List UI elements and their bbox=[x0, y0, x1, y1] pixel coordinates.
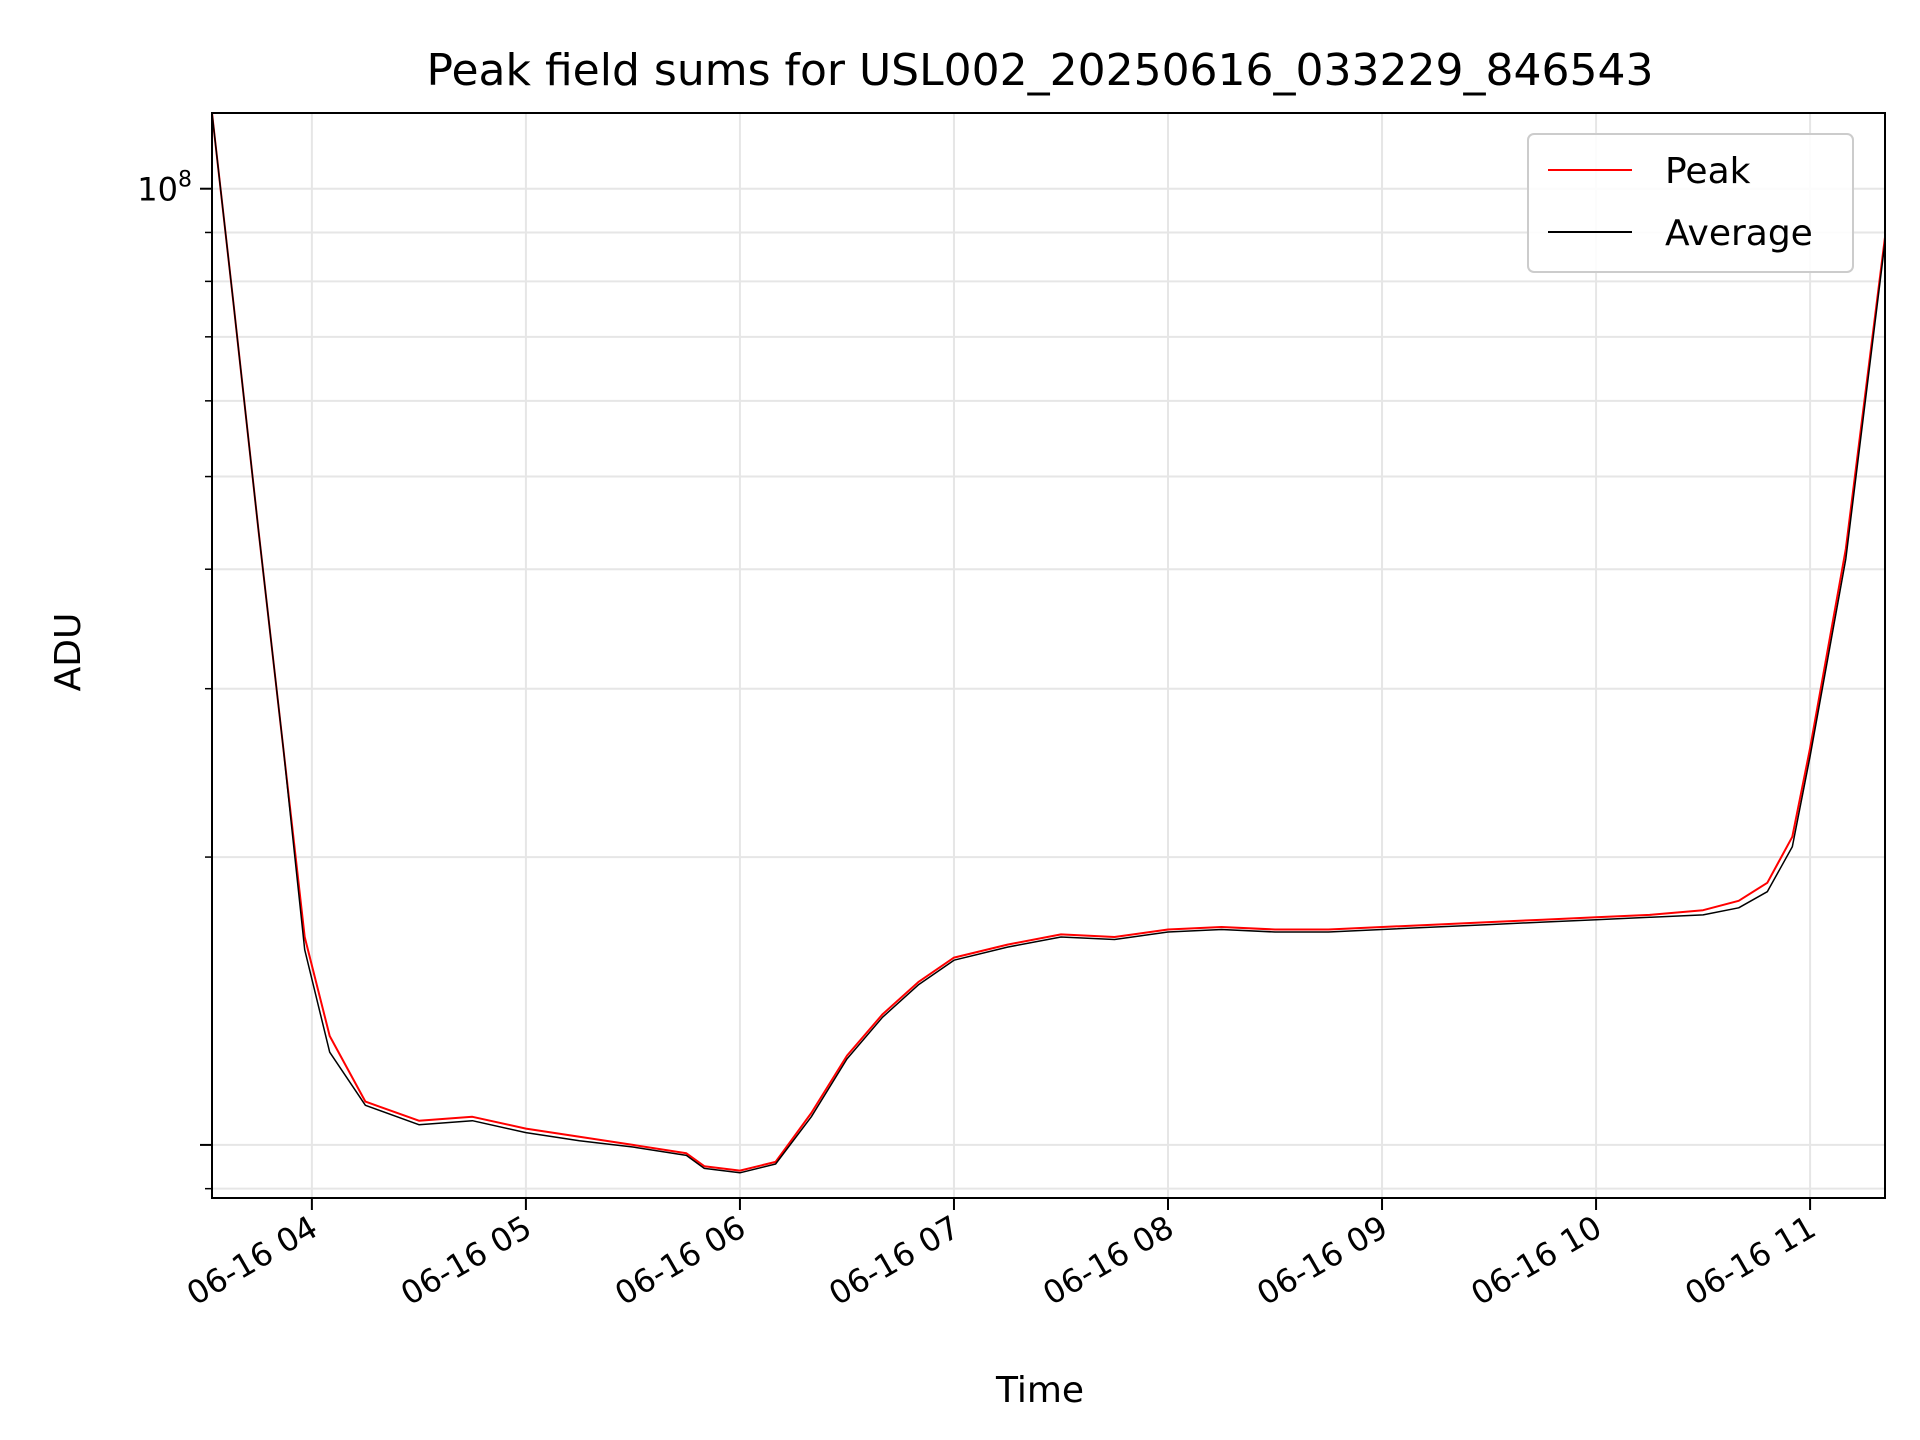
chart-title: Peak field sums for USL002_20250616_0332… bbox=[427, 45, 1654, 96]
x-axis-label: Time bbox=[995, 1370, 1084, 1411]
plot-frame bbox=[211, 112, 1886, 1199]
legend: Peak Average bbox=[1527, 133, 1854, 273]
y-axis-label: ADU bbox=[48, 613, 89, 692]
y-tick-label: 108 bbox=[137, 168, 192, 209]
series-group bbox=[211, 112, 1886, 1174]
series-line-peak bbox=[211, 112, 1886, 1172]
legend-label-peak: Peak bbox=[1665, 151, 1751, 192]
legend-label-average: Average bbox=[1665, 213, 1813, 254]
legend-box bbox=[1527, 133, 1854, 273]
series-line-average bbox=[211, 112, 1886, 1174]
y-axis-ticks: 108 bbox=[137, 168, 212, 1190]
